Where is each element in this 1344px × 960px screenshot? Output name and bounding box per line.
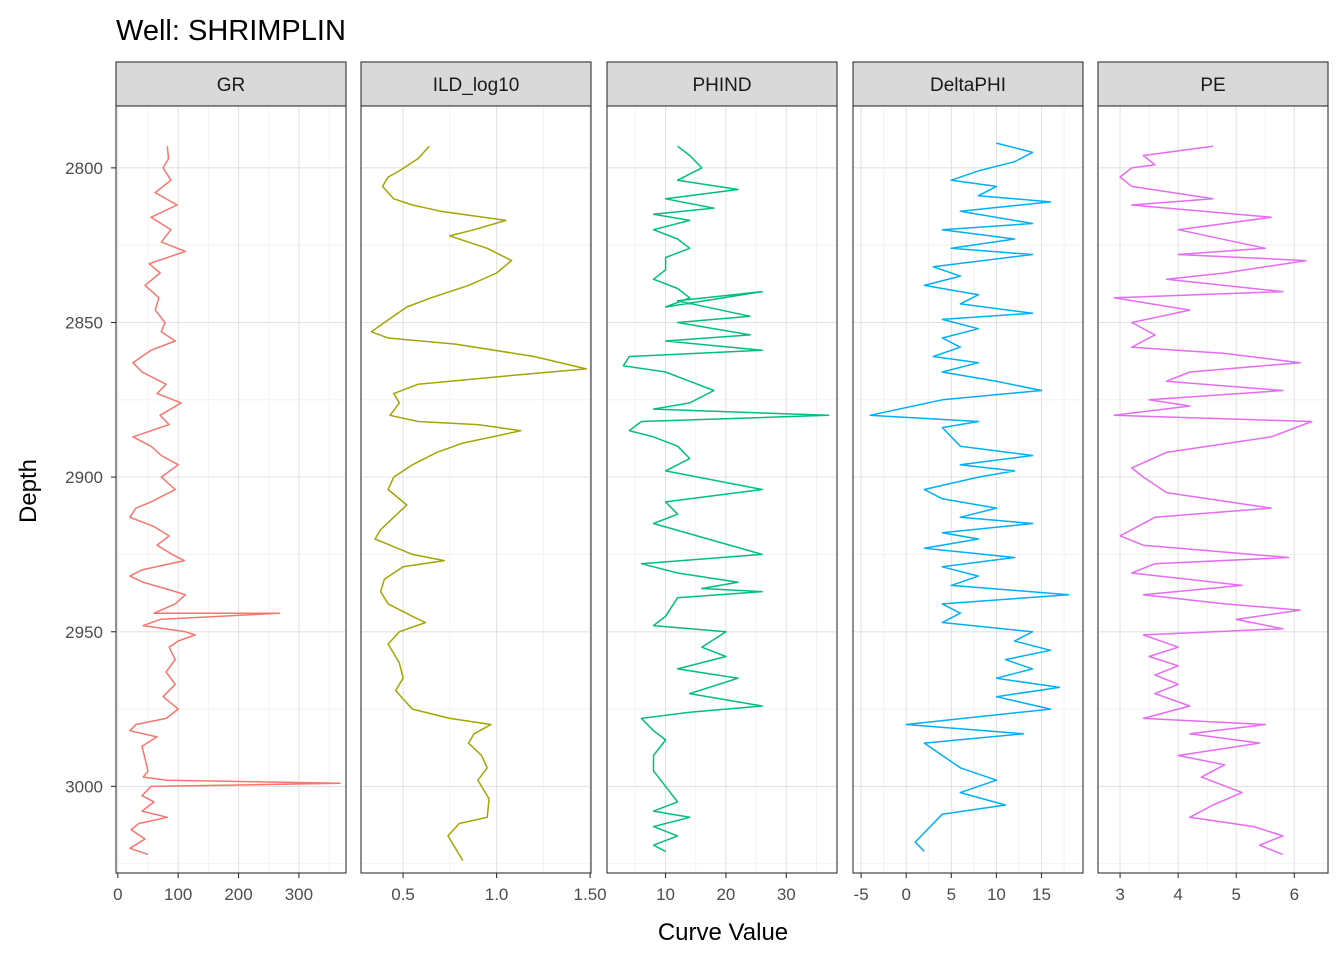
panel-border (1097, 105, 1329, 874)
x-tick-label: 5 (947, 885, 956, 904)
x-tick-label: 20 (716, 885, 735, 904)
facet-strip-label: GR (217, 75, 246, 96)
x-tick-label: -5 (854, 885, 869, 904)
panel-border (606, 105, 838, 874)
series-line-ild-log10 (370, 145, 588, 861)
x-tick-label: 1.0 (485, 885, 509, 904)
x-tick-label: 10 (987, 885, 1006, 904)
series-line-deltaphi (869, 142, 1070, 852)
facet-strip-label: PE (1200, 75, 1225, 96)
facet-strip-label: ILD_log10 (433, 75, 520, 96)
x-tick-label: 15 (1032, 885, 1051, 904)
x-tick-label: 100 (164, 885, 192, 904)
panel-border (852, 105, 1084, 874)
series-line-pe (1113, 145, 1313, 856)
y-tick-label: 3000 (65, 777, 103, 796)
panel-border (360, 105, 592, 874)
y-tick-label: 2950 (65, 623, 103, 642)
x-tick-label: 0 (901, 885, 910, 904)
x-tick-label: 0.5 (391, 885, 415, 904)
x-tick-label: 10 (656, 885, 675, 904)
x-tick-label: 200 (224, 885, 252, 904)
panel-deltaphi: DeltaPHI -5 0 5 10 15 (852, 61, 1084, 904)
facet-strip (852, 61, 1084, 107)
panel-phind: PHIND 10 20 30 (606, 61, 838, 904)
panel-gr: GR 0 100 200 300 (113, 61, 347, 904)
facet-strip-label: PHIND (692, 75, 751, 96)
panel-background (116, 106, 346, 873)
depth-axis: 2800 2850 2900 2950 3000 (65, 159, 116, 796)
panel-border (115, 105, 347, 874)
x-tick-label: 5 (1231, 885, 1240, 904)
x-tick-label: 1.50 (574, 885, 607, 904)
x-tick-label: 300 (285, 885, 313, 904)
facet-strip (115, 61, 347, 107)
series-line-gr (129, 146, 341, 856)
x-tick-label: 6 (1290, 885, 1299, 904)
chart-title: Well: SHRIMPLIN (116, 15, 346, 47)
y-axis-title: Depth (15, 459, 42, 523)
panel-ild-log10: ILD_log10 0.5 1.0 1.50 (360, 61, 607, 904)
y-tick-label: 2900 (65, 468, 103, 487)
facet-strip (606, 61, 838, 107)
panel-background (1098, 106, 1328, 873)
facet-strip (1097, 61, 1329, 107)
x-tick-label: 4 (1173, 885, 1182, 904)
x-axis-title: Curve Value (658, 919, 788, 946)
x-tick-label: 30 (777, 885, 796, 904)
panel-background (853, 106, 1083, 873)
facet-strip-label: DeltaPHI (930, 75, 1006, 96)
panel-pe: PE 3 4 5 6 (1097, 61, 1329, 904)
y-tick-label: 2800 (65, 159, 103, 178)
series-line-phind (622, 145, 830, 853)
panel-background (361, 106, 591, 873)
x-tick-label: 3 (1115, 885, 1124, 904)
panel-background (607, 106, 837, 873)
x-tick-label: 0 (113, 885, 122, 904)
y-tick-label: 2850 (65, 313, 103, 332)
